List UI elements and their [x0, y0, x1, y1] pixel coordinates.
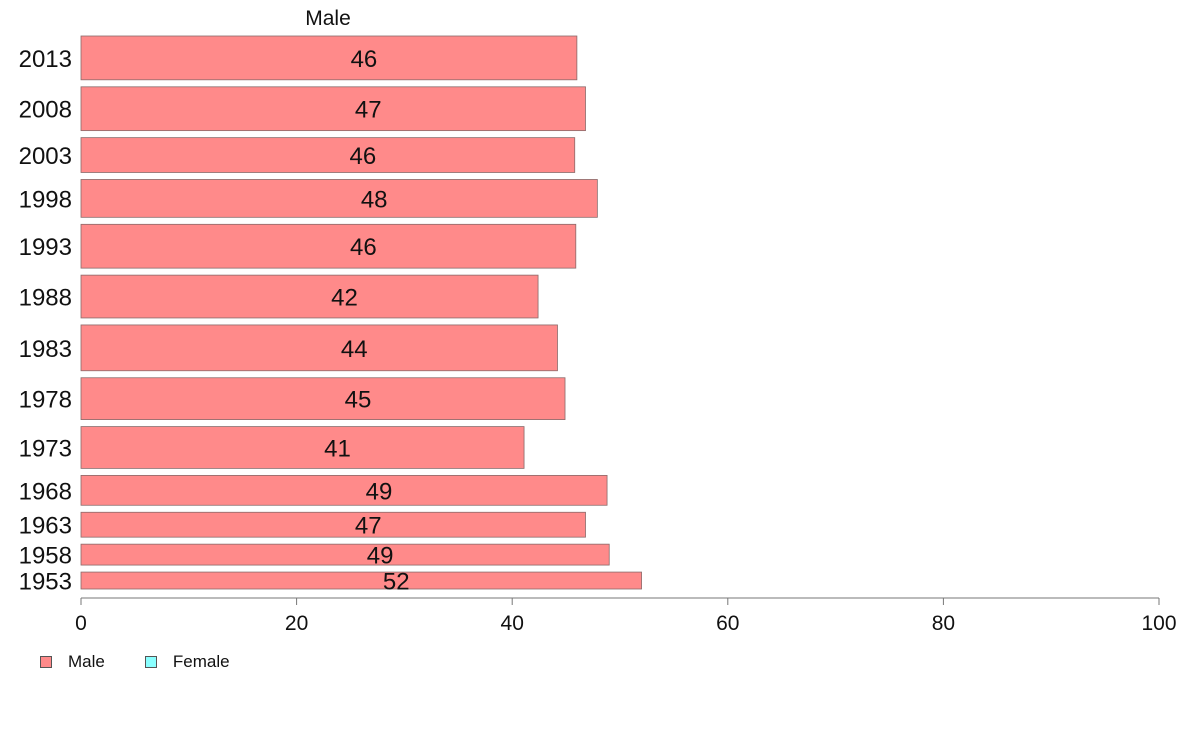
category-label-1973: 1973 — [19, 435, 72, 462]
category-label-1993: 1993 — [19, 234, 72, 261]
legend-swatch-female — [144, 656, 157, 668]
bar-1983 — [80, 324, 558, 372]
bar-1988 — [80, 274, 539, 319]
bar-value-label-1983: 44 — [341, 336, 368, 363]
category-label-1968: 1968 — [19, 478, 72, 505]
bar-value-label-2003: 46 — [350, 143, 377, 170]
bar-2013 — [80, 35, 578, 81]
bar-value-label-1988: 42 — [331, 285, 358, 312]
legend-swatch-male — [40, 656, 52, 668]
category-label-1983: 1983 — [19, 336, 72, 363]
bar-1953 — [80, 571, 642, 590]
bar-value-label-1958: 49 — [367, 543, 394, 570]
bar-value-label-1998: 48 — [361, 186, 388, 213]
legend-item-male: Male — [40, 652, 105, 672]
bar-1998 — [80, 179, 598, 218]
bar-value-label-1973: 41 — [324, 435, 351, 462]
x-tick-label-20: 20 — [285, 612, 308, 635]
bar-value-label-1978: 45 — [345, 387, 372, 414]
bar-2003 — [80, 137, 576, 173]
bar-value-label-2008: 47 — [355, 97, 382, 124]
bar-value-label-1993: 46 — [350, 234, 377, 261]
bar-1993 — [80, 223, 577, 269]
bar-1958 — [80, 543, 610, 566]
x-tick-label-100: 100 — [1141, 612, 1176, 635]
bar-1968 — [80, 474, 608, 506]
legend-item-female: Female — [144, 652, 230, 672]
category-label-1963: 1963 — [19, 513, 72, 540]
category-label-2013: 2013 — [19, 46, 72, 73]
x-tick-label-60: 60 — [716, 612, 739, 635]
category-label-2008: 2008 — [19, 97, 72, 124]
category-label-2003: 2003 — [19, 143, 72, 170]
category-label-1978: 1978 — [19, 387, 72, 414]
bar-value-label-2013: 46 — [351, 46, 378, 73]
legend-label-male: Male — [68, 652, 105, 671]
category-label-1953: 1953 — [19, 569, 72, 596]
bar-value-label-1953: 52 — [383, 569, 410, 596]
category-label-1998: 1998 — [19, 186, 72, 213]
category-label-1958: 1958 — [19, 543, 72, 570]
chart-title: Male — [305, 7, 351, 30]
bar-1978 — [80, 377, 566, 420]
bar-1973 — [80, 426, 525, 469]
category-label-1988: 1988 — [19, 285, 72, 312]
x-tick-label-0: 0 — [75, 612, 87, 635]
bar-value-label-1963: 47 — [355, 513, 382, 540]
bar-1963 — [80, 511, 586, 538]
x-tick-label-80: 80 — [932, 612, 955, 635]
bar-chart: Male462013472008462003481998461993421988… — [19, 7, 1177, 635]
bar-2008 — [80, 86, 586, 132]
legend-label-female: Female — [172, 652, 230, 671]
bar-value-label-1968: 49 — [366, 478, 393, 505]
legend: Male Female — [40, 652, 270, 672]
x-tick-label-40: 40 — [501, 612, 524, 635]
